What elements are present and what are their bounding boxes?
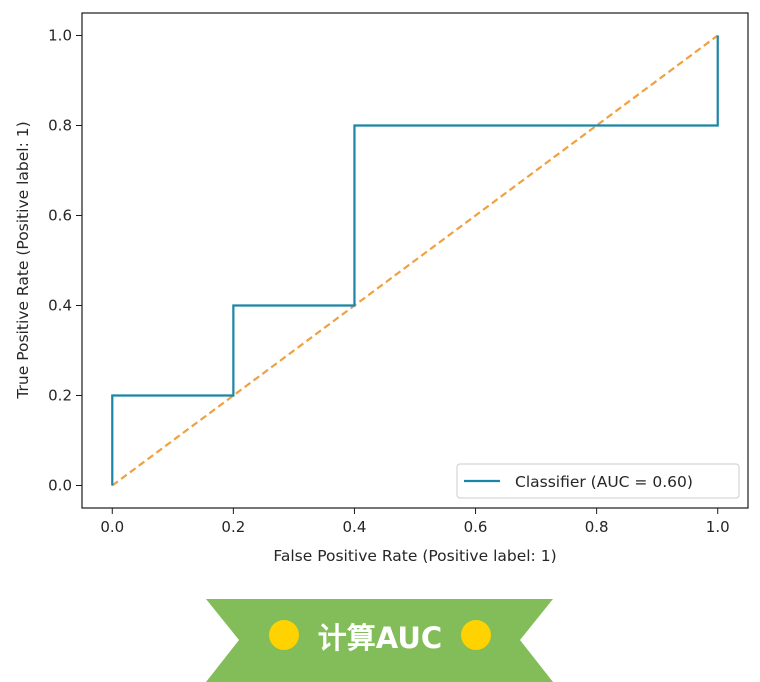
legend: Classifier (AUC = 0.60): [456, 463, 740, 499]
x-tick-label: 0.4: [343, 518, 367, 536]
x-axis-label: False Positive Rate (Positive label: 1): [273, 547, 556, 565]
x-tick-label: 1.0: [706, 518, 730, 536]
y-tick-label: 0.0: [48, 477, 72, 495]
y-tick-label: 0.2: [48, 387, 72, 405]
plot-frame: [81, 12, 749, 509]
roc-chart: 0.0 0.2 0.4 0.6 0.8 1.0 0.0 0.2 0.4 0.6 0.8 1.0 Fa…: [14, 12, 749, 565]
y-tick-label: 0.4: [48, 297, 72, 315]
x-tick-label: 0.8: [585, 518, 609, 536]
y-tick-label: 0.8: [48, 117, 72, 135]
banner-title: 计算AUC: [318, 621, 442, 655]
banner: 计算AUC: [206, 599, 553, 682]
series-line-chance: [111, 34, 719, 487]
x-tick-label: 0.6: [464, 518, 488, 536]
x-tick-label: 0.0: [100, 518, 124, 536]
y-tick-label: 0.6: [48, 207, 72, 225]
legend-label-classifier: Classifier (AUC = 0.60): [515, 473, 693, 491]
series-line-classifier: [111, 35, 719, 486]
y-tick-label: 1.0: [48, 27, 72, 45]
banner-dot-left: [269, 620, 299, 650]
x-tick-label: 0.2: [221, 518, 245, 536]
y-axis-label: True Positive Rate (Positive label: 1): [14, 121, 32, 399]
legend-box: [456, 463, 740, 499]
banner-dot-right: [461, 620, 491, 650]
banner-ribbon: [206, 599, 553, 682]
